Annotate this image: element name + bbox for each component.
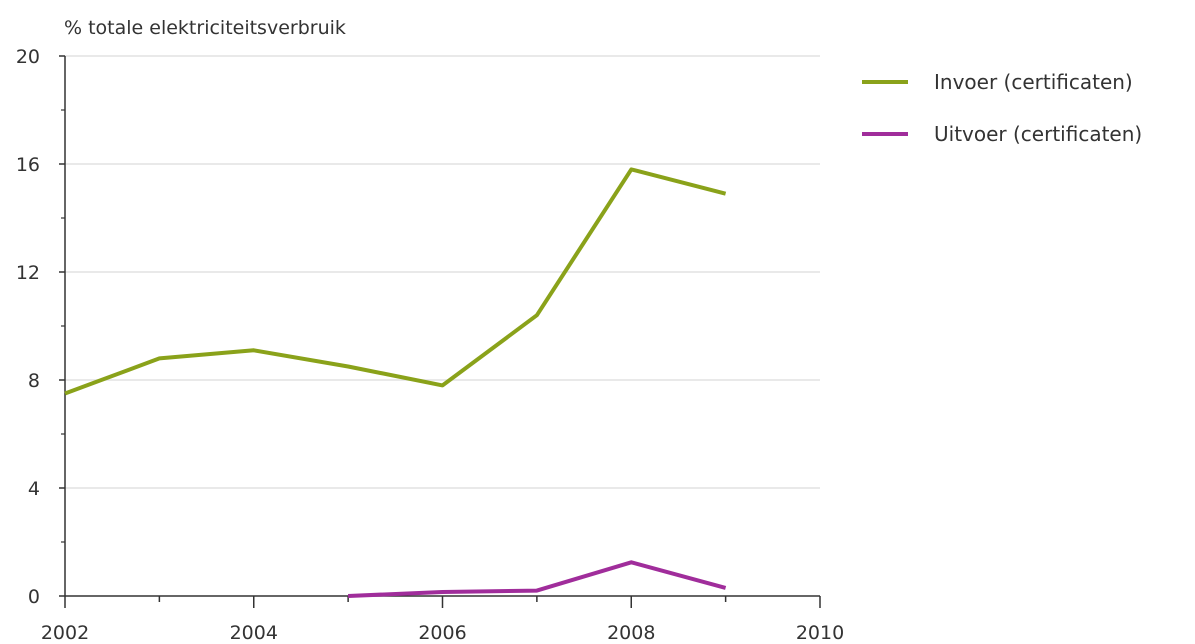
legend-swatch-invoer [862, 80, 908, 84]
y-tick-label-8: 8 [28, 370, 40, 392]
y-tick-label-16: 16 [16, 154, 40, 176]
y-tick-label-4: 4 [28, 478, 40, 500]
x-tick-label-2008: 2008 [607, 622, 655, 644]
y-tick-label-0: 0 [28, 586, 40, 608]
x-tick-label-2002: 2002 [41, 622, 89, 644]
gridlines [65, 55, 820, 489]
y-tick-label-20: 20 [16, 46, 40, 68]
x-tick-label-2010: 2010 [796, 622, 844, 644]
y-axis-title: % totale elektriciteitsverbruik [64, 17, 346, 39]
x-tick-label-2006: 2006 [418, 622, 466, 644]
legend-label-uitvoer: Uitvoer (certificaten) [934, 122, 1143, 146]
axes [59, 55, 821, 608]
y-tick-label-12: 12 [16, 262, 40, 284]
legend-item-invoer: Invoer (certificaten) [862, 56, 1142, 108]
series-lines [64, 167, 727, 598]
legend-item-uitvoer: Uitvoer (certificaten) [862, 108, 1142, 160]
legend-label-invoer: Invoer (certificaten) [934, 70, 1133, 94]
tick-labels: 0 4 8 12 16 20 2002 2004 2006 2008 2010 [16, 46, 844, 644]
series-line-invoer [64, 167, 727, 396]
legend: Invoer (certificaten) Uitvoer (certifica… [862, 56, 1142, 160]
x-tick-label-2004: 2004 [230, 622, 278, 644]
legend-swatch-uitvoer [862, 132, 908, 136]
series-line-uitvoer [348, 560, 727, 598]
